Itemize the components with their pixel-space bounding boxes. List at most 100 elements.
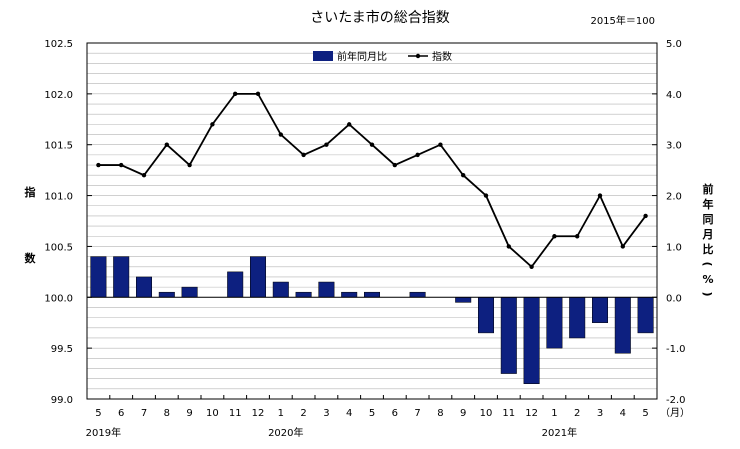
legend-line-marker (415, 53, 421, 59)
left-tick-label: 102.5 (44, 39, 73, 50)
x-tick-label: 1 (278, 408, 284, 419)
right-tick-label: 4.0 (666, 90, 682, 101)
base-note: 2015年＝100 (590, 14, 655, 27)
right-tick-label: 1.0 (666, 242, 682, 253)
x-tick-label: 4 (620, 408, 626, 419)
chart-title: さいたま市の総合指数 (310, 9, 450, 26)
right-axis-label-char: 比 (703, 242, 714, 256)
left-axis-label-char: 指 (25, 185, 36, 199)
index-point (119, 162, 124, 168)
x-unit-label: （月） (660, 407, 690, 419)
x-tick-label: 9 (460, 408, 466, 419)
left-axis-label-char: 数 (25, 251, 37, 265)
x-tick-label: 3 (323, 408, 329, 419)
index-point (575, 234, 580, 239)
index-point (347, 122, 352, 127)
index-point (233, 91, 238, 97)
index-point (643, 213, 648, 219)
legend: 前年同月比 指数 (313, 50, 452, 63)
x-tick-label: 4 (346, 408, 352, 419)
legend-line-label: 指数 (432, 50, 452, 63)
bar (569, 297, 586, 339)
bar (158, 291, 175, 298)
right-axis-label-char: 同 (703, 213, 714, 226)
bar (455, 297, 472, 303)
index-point (392, 162, 397, 168)
bar (113, 256, 130, 298)
year-label: 2021年 (542, 426, 577, 439)
year-label: 2019年 (86, 426, 121, 439)
right-tick-label: 2.0 (666, 192, 682, 203)
bar (341, 291, 358, 298)
right-axis-label-char: 月 (702, 228, 714, 241)
bar (272, 281, 289, 298)
left-tick-label: 102.0 (44, 90, 73, 101)
bar (249, 256, 267, 298)
x-tick-label: 7 (141, 408, 147, 419)
index-point (301, 152, 306, 158)
right-tick-label: 0.0 (666, 293, 682, 304)
index-point (278, 132, 283, 137)
x-tick-label: 11 (502, 408, 515, 419)
bar (500, 297, 517, 374)
left-tick-label: 100.0 (44, 293, 73, 304)
x-tick-label: 6 (392, 408, 398, 419)
x-tick-label: 9 (186, 408, 192, 419)
index-point (369, 142, 375, 147)
bar (477, 297, 495, 334)
bar (637, 297, 654, 334)
right-axis-label-char: 年 (703, 197, 714, 211)
legend-bar-swatch (313, 51, 333, 61)
x-tick-label: 2 (300, 408, 306, 419)
right-tick-label: 5.0 (666, 39, 682, 50)
x-tick-label: 12 (252, 408, 265, 419)
line-series (96, 91, 648, 269)
index-point (96, 162, 101, 168)
bar (614, 297, 631, 354)
bar (227, 271, 244, 298)
left-tick-label: 99.5 (51, 344, 73, 355)
left-tick-label: 99.0 (51, 395, 73, 406)
left-tick-label: 101.0 (44, 192, 73, 203)
bar (523, 297, 540, 384)
legend-bar-label: 前年同月比 (337, 50, 387, 63)
bar (363, 291, 381, 298)
right-axis-label: 前年同月比 (%) (701, 182, 714, 297)
bar (409, 291, 426, 298)
x-tick-label: 11 (229, 408, 242, 419)
right-tick-label: -2.0 (666, 395, 686, 406)
x-tick-label: 6 (118, 408, 124, 419)
bar (318, 281, 335, 298)
x-tick-label: 10 (206, 408, 219, 419)
x-tick-label: 5 (642, 408, 648, 419)
bar (181, 286, 198, 298)
x-tick-label: 12 (525, 408, 538, 419)
x-tick-label: 7 (414, 408, 420, 419)
right-tick-label: -1.0 (666, 344, 686, 355)
right-axis-ticks: -2.0 -1.0 0.0 1.0 2.0 3.0 4.0 5.0 (652, 39, 686, 406)
left-axis-label: 指数 (25, 185, 37, 265)
year-label: 2020年 (268, 426, 303, 439)
x-axis-ticks: 5 6 7 8 9 10 11 12 1 2 3 4 5 6 7 8 9 10 11 12 1 2 3 4 5 （月）2019年 2… (86, 395, 690, 439)
left-tick-label: 101.5 (44, 141, 73, 152)
x-tick-label: 5 (95, 408, 101, 419)
bar (546, 297, 563, 349)
x-tick-label: 3 (597, 408, 603, 419)
plot-frame (86, 42, 658, 400)
x-tick-label: 2 (574, 408, 580, 419)
index-point (187, 162, 192, 168)
index-point (552, 234, 557, 239)
right-axis-label-char: 前 (703, 182, 714, 196)
index-point (483, 193, 489, 198)
index-line (98, 92, 647, 269)
index-point (164, 142, 169, 147)
index-point (620, 244, 625, 249)
index-point (438, 142, 443, 147)
index-point (255, 91, 261, 97)
index-point (415, 152, 420, 158)
right-axis-label-char: % (702, 273, 713, 286)
index-point (141, 173, 147, 178)
index-point (529, 264, 534, 269)
gridlines (87, 52, 657, 390)
